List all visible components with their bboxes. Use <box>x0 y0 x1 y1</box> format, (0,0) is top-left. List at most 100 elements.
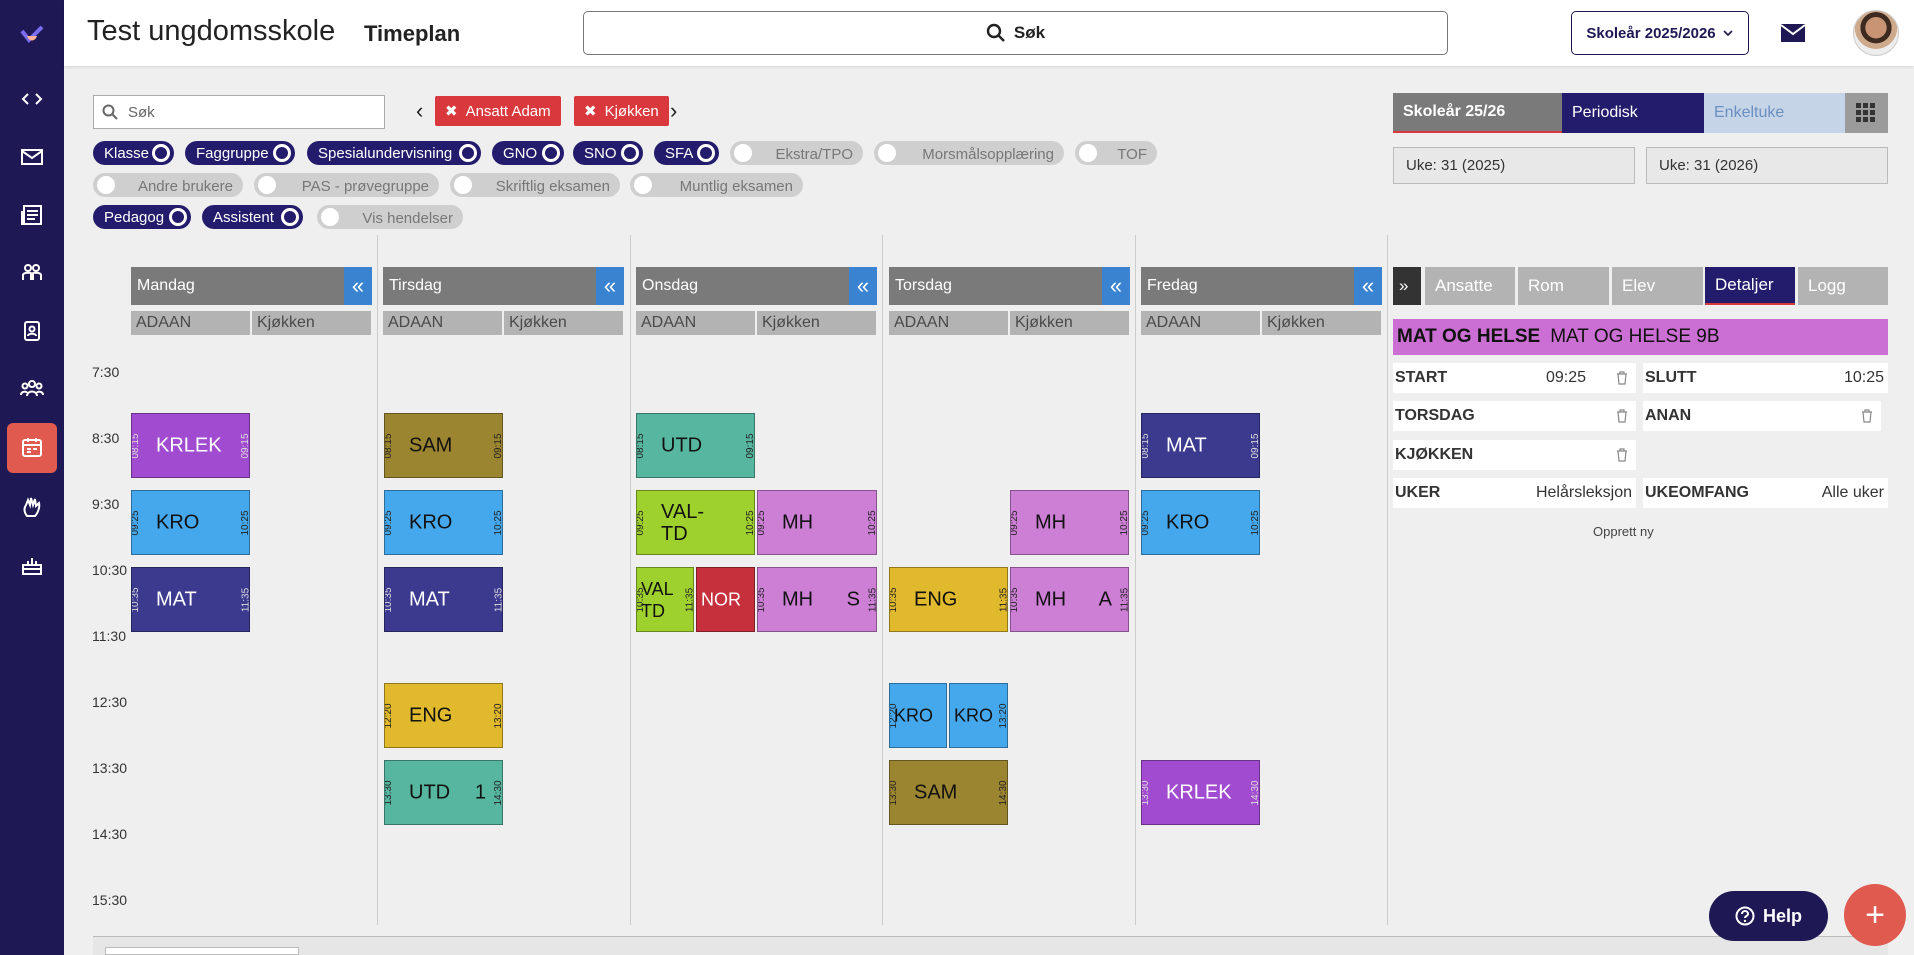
toggle-gno[interactable]: GNO <box>492 141 564 165</box>
collapse-icon[interactable]: « <box>1102 267 1130 305</box>
trash-icon[interactable] <box>1616 409 1628 423</box>
news-icon[interactable] <box>7 190 57 240</box>
tab-logg[interactable]: Logg <box>1798 267 1888 305</box>
toggle-pedagog[interactable]: Pedagog <box>93 205 191 229</box>
panel-collapse-button[interactable]: » <box>1393 267 1421 305</box>
school-year-select[interactable]: Skoleår 2025/2026 <box>1571 11 1749 55</box>
lesson-block[interactable]: MH 10:35 11:35 S <box>757 567 877 632</box>
lesson-block[interactable]: VAL TD 10:35 11:35 <box>636 567 694 632</box>
lesson-name: KRO <box>954 705 994 725</box>
close-icon[interactable]: ✖ <box>584 103 597 120</box>
lesson-block[interactable]: KRO 09:25 10:25 <box>384 490 503 555</box>
lesson-block[interactable]: KRLEK 13:30 14:30 <box>1141 760 1260 825</box>
lesson-block[interactable]: KRO 09:25 10:25 <box>131 490 250 555</box>
lesson-block[interactable]: NOR <box>696 567 755 632</box>
chevron-right-icon[interactable]: › <box>670 98 678 123</box>
user-avatar[interactable] <box>1853 10 1899 56</box>
end-time-row[interactable]: SLUTT 10:25 <box>1643 363 1888 393</box>
room-row[interactable]: KJØKKEN <box>1393 440 1636 470</box>
lesson-block[interactable]: ENG 10:35 11:35 <box>889 567 1008 632</box>
sub-column-room: Kjøkken <box>252 311 371 335</box>
lesson-block[interactable]: MH 09:25 10:25 <box>1010 490 1129 555</box>
toggle-vis-hendelser[interactable]: Vis hendelser <box>317 205 463 229</box>
toggle-klasse[interactable]: Klasse <box>93 141 174 165</box>
tab-school-year[interactable]: Skoleår 25/26 <box>1393 93 1562 133</box>
toggle-muntlig[interactable]: Muntlig eksamen <box>630 173 803 197</box>
toggle-morsmal[interactable]: Morsmålsopplæring <box>874 141 1064 165</box>
lesson-name: KRLEK <box>156 434 222 456</box>
lesson-block[interactable]: KRO 12:20 <box>889 683 947 748</box>
day-header-wednesday: Onsdag « <box>636 267 877 305</box>
filter-chip-employee[interactable]: ✖ Ansatt Adam <box>435 96 561 126</box>
lesson-block[interactable]: SAM 13:30 14:30 <box>889 760 1008 825</box>
toggle-tof[interactable]: TOF <box>1075 141 1157 165</box>
lesson-block[interactable]: KRO 09:25 10:25 <box>1141 490 1260 555</box>
lesson-block[interactable]: MH 10:35 11:35 A <box>1010 567 1129 632</box>
week-to-field[interactable]: Uke: 31 (2026) <box>1646 147 1888 184</box>
toggle-assistent[interactable]: Assistent <box>202 205 303 229</box>
day-row[interactable]: TORSDAG <box>1393 401 1636 431</box>
chevron-left-icon[interactable]: ‹ <box>416 98 424 123</box>
lesson-block[interactable]: KRLEK 08:15 09:15 <box>131 413 250 478</box>
toggle-faggruppe[interactable]: Faggruppe <box>185 141 295 165</box>
lesson-name: MAT <box>156 588 197 610</box>
filter-search-input[interactable]: Søk <box>93 95 385 129</box>
collapse-icon[interactable]: « <box>1354 267 1382 305</box>
lesson-block[interactable]: UTD 08:15 09:15 <box>636 413 755 478</box>
lesson-block[interactable]: UTD 13:30 14:30 1 <box>384 760 503 825</box>
lesson-block[interactable]: KRO 13:20 <box>949 683 1008 748</box>
tab-rom[interactable]: Rom <box>1518 267 1609 305</box>
badge-icon[interactable] <box>7 306 57 356</box>
students-icon[interactable] <box>7 248 57 298</box>
bottom-input[interactable] <box>105 947 299 955</box>
toggle-ekstra-tpo[interactable]: Ekstra/TPO <box>730 141 863 165</box>
collapse-icon[interactable]: « <box>596 267 624 305</box>
code-icon[interactable] <box>7 74 57 124</box>
week-from-field[interactable]: Uke: 31 (2025) <box>1393 147 1635 184</box>
lesson-block[interactable]: MAT 10:35 11:35 <box>131 567 250 632</box>
trash-icon[interactable] <box>1616 371 1628 385</box>
trash-icon[interactable] <box>1616 448 1628 462</box>
add-button[interactable]: + <box>1844 884 1906 946</box>
collapse-icon[interactable]: « <box>849 267 877 305</box>
logo-icon[interactable] <box>7 10 57 60</box>
tab-single-week[interactable]: Enkeltuke <box>1704 93 1845 133</box>
toggle-pas[interactable]: PAS - prøvegruppe <box>254 173 439 197</box>
lesson-end-time: 10:25 <box>239 509 250 536</box>
close-icon[interactable]: ✖ <box>445 103 458 120</box>
teacher-row[interactable]: ANAN <box>1643 401 1881 431</box>
tab-detaljer[interactable]: Detaljer <box>1705 267 1795 305</box>
messages-button[interactable] <box>1775 15 1811 51</box>
tab-elev[interactable]: Elev <box>1612 267 1703 305</box>
cake-icon[interactable] <box>7 540 57 590</box>
weeks-row[interactable]: UKER Helårsleksjon <box>1393 478 1636 508</box>
lesson-block[interactable]: ENG 12:20 13:20 <box>384 683 503 748</box>
start-time-row[interactable]: START 09:25 <box>1393 363 1636 393</box>
tab-periodic[interactable]: Periodisk <box>1562 93 1704 133</box>
collapse-icon[interactable]: « <box>344 267 372 305</box>
grid-view-button[interactable] <box>1845 93 1888 133</box>
timetable-icon[interactable] <box>7 423 57 473</box>
lesson-block[interactable]: MAT 08:15 09:15 <box>1141 413 1260 478</box>
mail-icon[interactable] <box>7 132 57 182</box>
toggle-andre-brukere[interactable]: Andre brukere <box>93 173 243 197</box>
toggle-spesialundervisning[interactable]: Spesialundervisning <box>307 141 481 165</box>
toggle-skriftlig[interactable]: Skriftlig eksamen <box>450 173 620 197</box>
toggle-sfa[interactable]: SFA <box>654 141 719 165</box>
create-new-link[interactable]: Opprett ny <box>1593 524 1654 539</box>
hand-icon[interactable] <box>7 482 57 532</box>
lesson-block[interactable]: VAL-TD 09:25 10:25 <box>636 490 755 555</box>
lesson-block[interactable]: MH 09:25 10:25 <box>757 490 877 555</box>
groups-icon[interactable] <box>7 364 57 414</box>
help-button[interactable]: Help <box>1709 891 1828 941</box>
trash-icon[interactable] <box>1861 409 1873 423</box>
global-search[interactable]: Søk <box>583 11 1448 55</box>
lesson-block[interactable]: SAM 08:15 09:15 <box>384 413 503 478</box>
filter-chip-room[interactable]: ✖ Kjøkken <box>574 96 669 126</box>
lesson-block[interactable]: MAT 10:35 11:35 <box>384 567 503 632</box>
lesson-start-time: 08:15 <box>636 432 647 459</box>
lesson-name: NOR <box>701 589 741 609</box>
toggle-sno[interactable]: SNO <box>573 141 643 165</box>
scope-row[interactable]: UKEOMFANG Alle uker <box>1643 478 1888 508</box>
tab-ansatte[interactable]: Ansatte <box>1425 267 1515 305</box>
